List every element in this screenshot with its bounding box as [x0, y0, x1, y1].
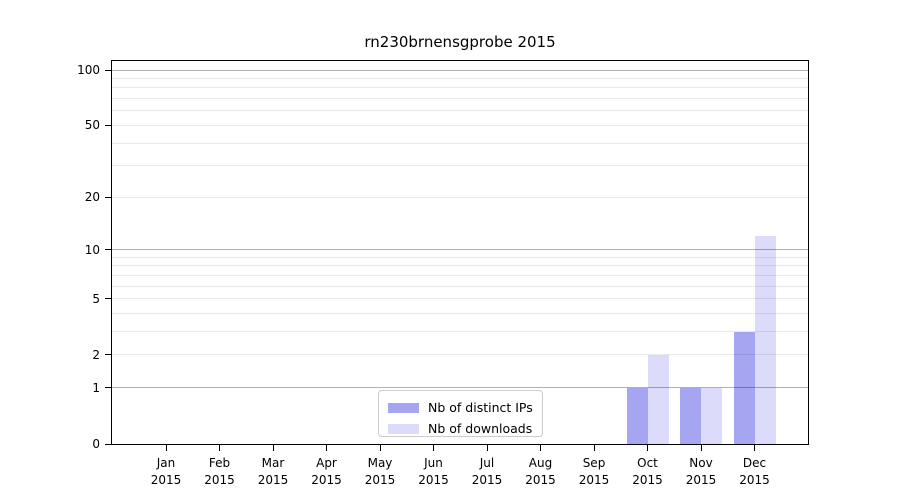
x-tick-label-feb: Feb 2015	[204, 456, 235, 487]
x-tick-mark-sep	[593, 445, 595, 451]
legend-swatch-downloads	[388, 423, 419, 434]
minor-gridline-70	[112, 98, 808, 100]
legend: Nb of distinct IPs Nb of downloads	[378, 390, 543, 437]
minor-gridline-6	[112, 285, 808, 287]
y-tick-label-0: 0	[92, 437, 100, 451]
bar-downloads-dec	[754, 236, 776, 444]
major-gridline-1	[112, 387, 808, 389]
legend-label-downloads: Nb of downloads	[428, 421, 533, 436]
y-tick-label-2: 2	[92, 347, 100, 362]
y-tick-mark-20	[105, 196, 112, 198]
minor-gridline-7	[112, 275, 808, 277]
minor-gridline-4	[112, 313, 808, 315]
y-tick-mark-10	[105, 249, 112, 251]
bar-downloads-oct	[647, 354, 669, 444]
bar-downloads-nov	[701, 387, 722, 444]
major-gridline-100	[112, 69, 808, 71]
y-tick-mark-100	[105, 69, 112, 71]
x-tick-mark-dec	[754, 445, 755, 451]
bar-distinct-ips-nov	[680, 387, 701, 444]
x-tick-mark-feb	[219, 445, 220, 451]
plot-area	[112, 61, 808, 444]
y-tick-label-5: 5	[92, 291, 100, 306]
y-tick-mark-0	[105, 443, 112, 445]
x-tick-mark-mar	[272, 445, 274, 451]
x-tick-mark-jan	[165, 445, 167, 451]
y-tick-label-50: 50	[84, 118, 100, 133]
x-tick-label-may: May 2015	[364, 456, 396, 487]
minor-gridline-8	[112, 265, 808, 267]
x-tick-mark-jul	[486, 445, 488, 451]
x-tick-label-jul: Jul 2015	[471, 456, 503, 487]
x-tick-mark-nov	[700, 445, 702, 451]
minor-gridline-5	[112, 298, 808, 300]
x-tick-mark-aug	[540, 445, 541, 451]
x-tick-mark-jun	[433, 445, 434, 451]
x-tick-mark-oct	[647, 445, 648, 451]
legend-entry-downloads: Nb of downloads	[388, 418, 534, 439]
minor-gridline-2	[112, 354, 808, 356]
minor-gridline-3	[112, 331, 808, 333]
y-tick-mark-2	[105, 354, 112, 356]
minor-gridline-50	[112, 124, 808, 126]
y-tick-label-100: 100	[77, 63, 100, 78]
chart-title: rn230brnensgprobe 2015	[364, 33, 556, 51]
minor-gridline-9	[112, 256, 808, 258]
minor-gridline-80	[112, 87, 808, 89]
x-tick-label-dec: Dec 2015	[739, 456, 770, 487]
minor-gridline-30	[112, 165, 808, 167]
x-tick-label-jun: Jun 2015	[418, 456, 449, 487]
legend-swatch-distinct-ips	[388, 402, 419, 413]
legend-entry-distinct-ips: Nb of distinct IPs	[388, 397, 534, 418]
x-tick-label-sep: Sep 2015	[578, 456, 610, 487]
major-gridline-10	[112, 249, 808, 251]
x-tick-label-nov: Nov 2015	[685, 456, 717, 487]
x-tick-mark-may	[379, 445, 381, 451]
y-tick-mark-1	[105, 387, 112, 389]
y-tick-mark-5	[105, 298, 112, 300]
legend-label-distinct-ips: Nb of distinct IPs	[428, 400, 533, 415]
minor-gridline-60	[112, 110, 808, 112]
minor-gridline-40	[112, 142, 808, 144]
x-tick-label-aug: Aug 2015	[525, 456, 556, 487]
minor-gridline-90	[112, 78, 808, 80]
y-tick-label-10: 10	[84, 242, 100, 257]
x-tick-label-jan: Jan 2015	[150, 456, 182, 487]
x-tick-label-mar: Mar 2015	[257, 456, 289, 487]
y-tick-label-20: 20	[84, 190, 100, 205]
x-tick-mark-apr	[326, 445, 327, 451]
x-tick-label-apr: Apr 2015	[311, 456, 342, 487]
bar-distinct-ips-oct	[626, 387, 648, 444]
y-tick-mark-50	[105, 124, 112, 126]
bar-distinct-ips-dec	[733, 331, 755, 444]
x-tick-label-oct: Oct 2015	[632, 456, 663, 487]
y-tick-label-1: 1	[92, 380, 100, 395]
minor-gridline-20	[112, 196, 808, 198]
